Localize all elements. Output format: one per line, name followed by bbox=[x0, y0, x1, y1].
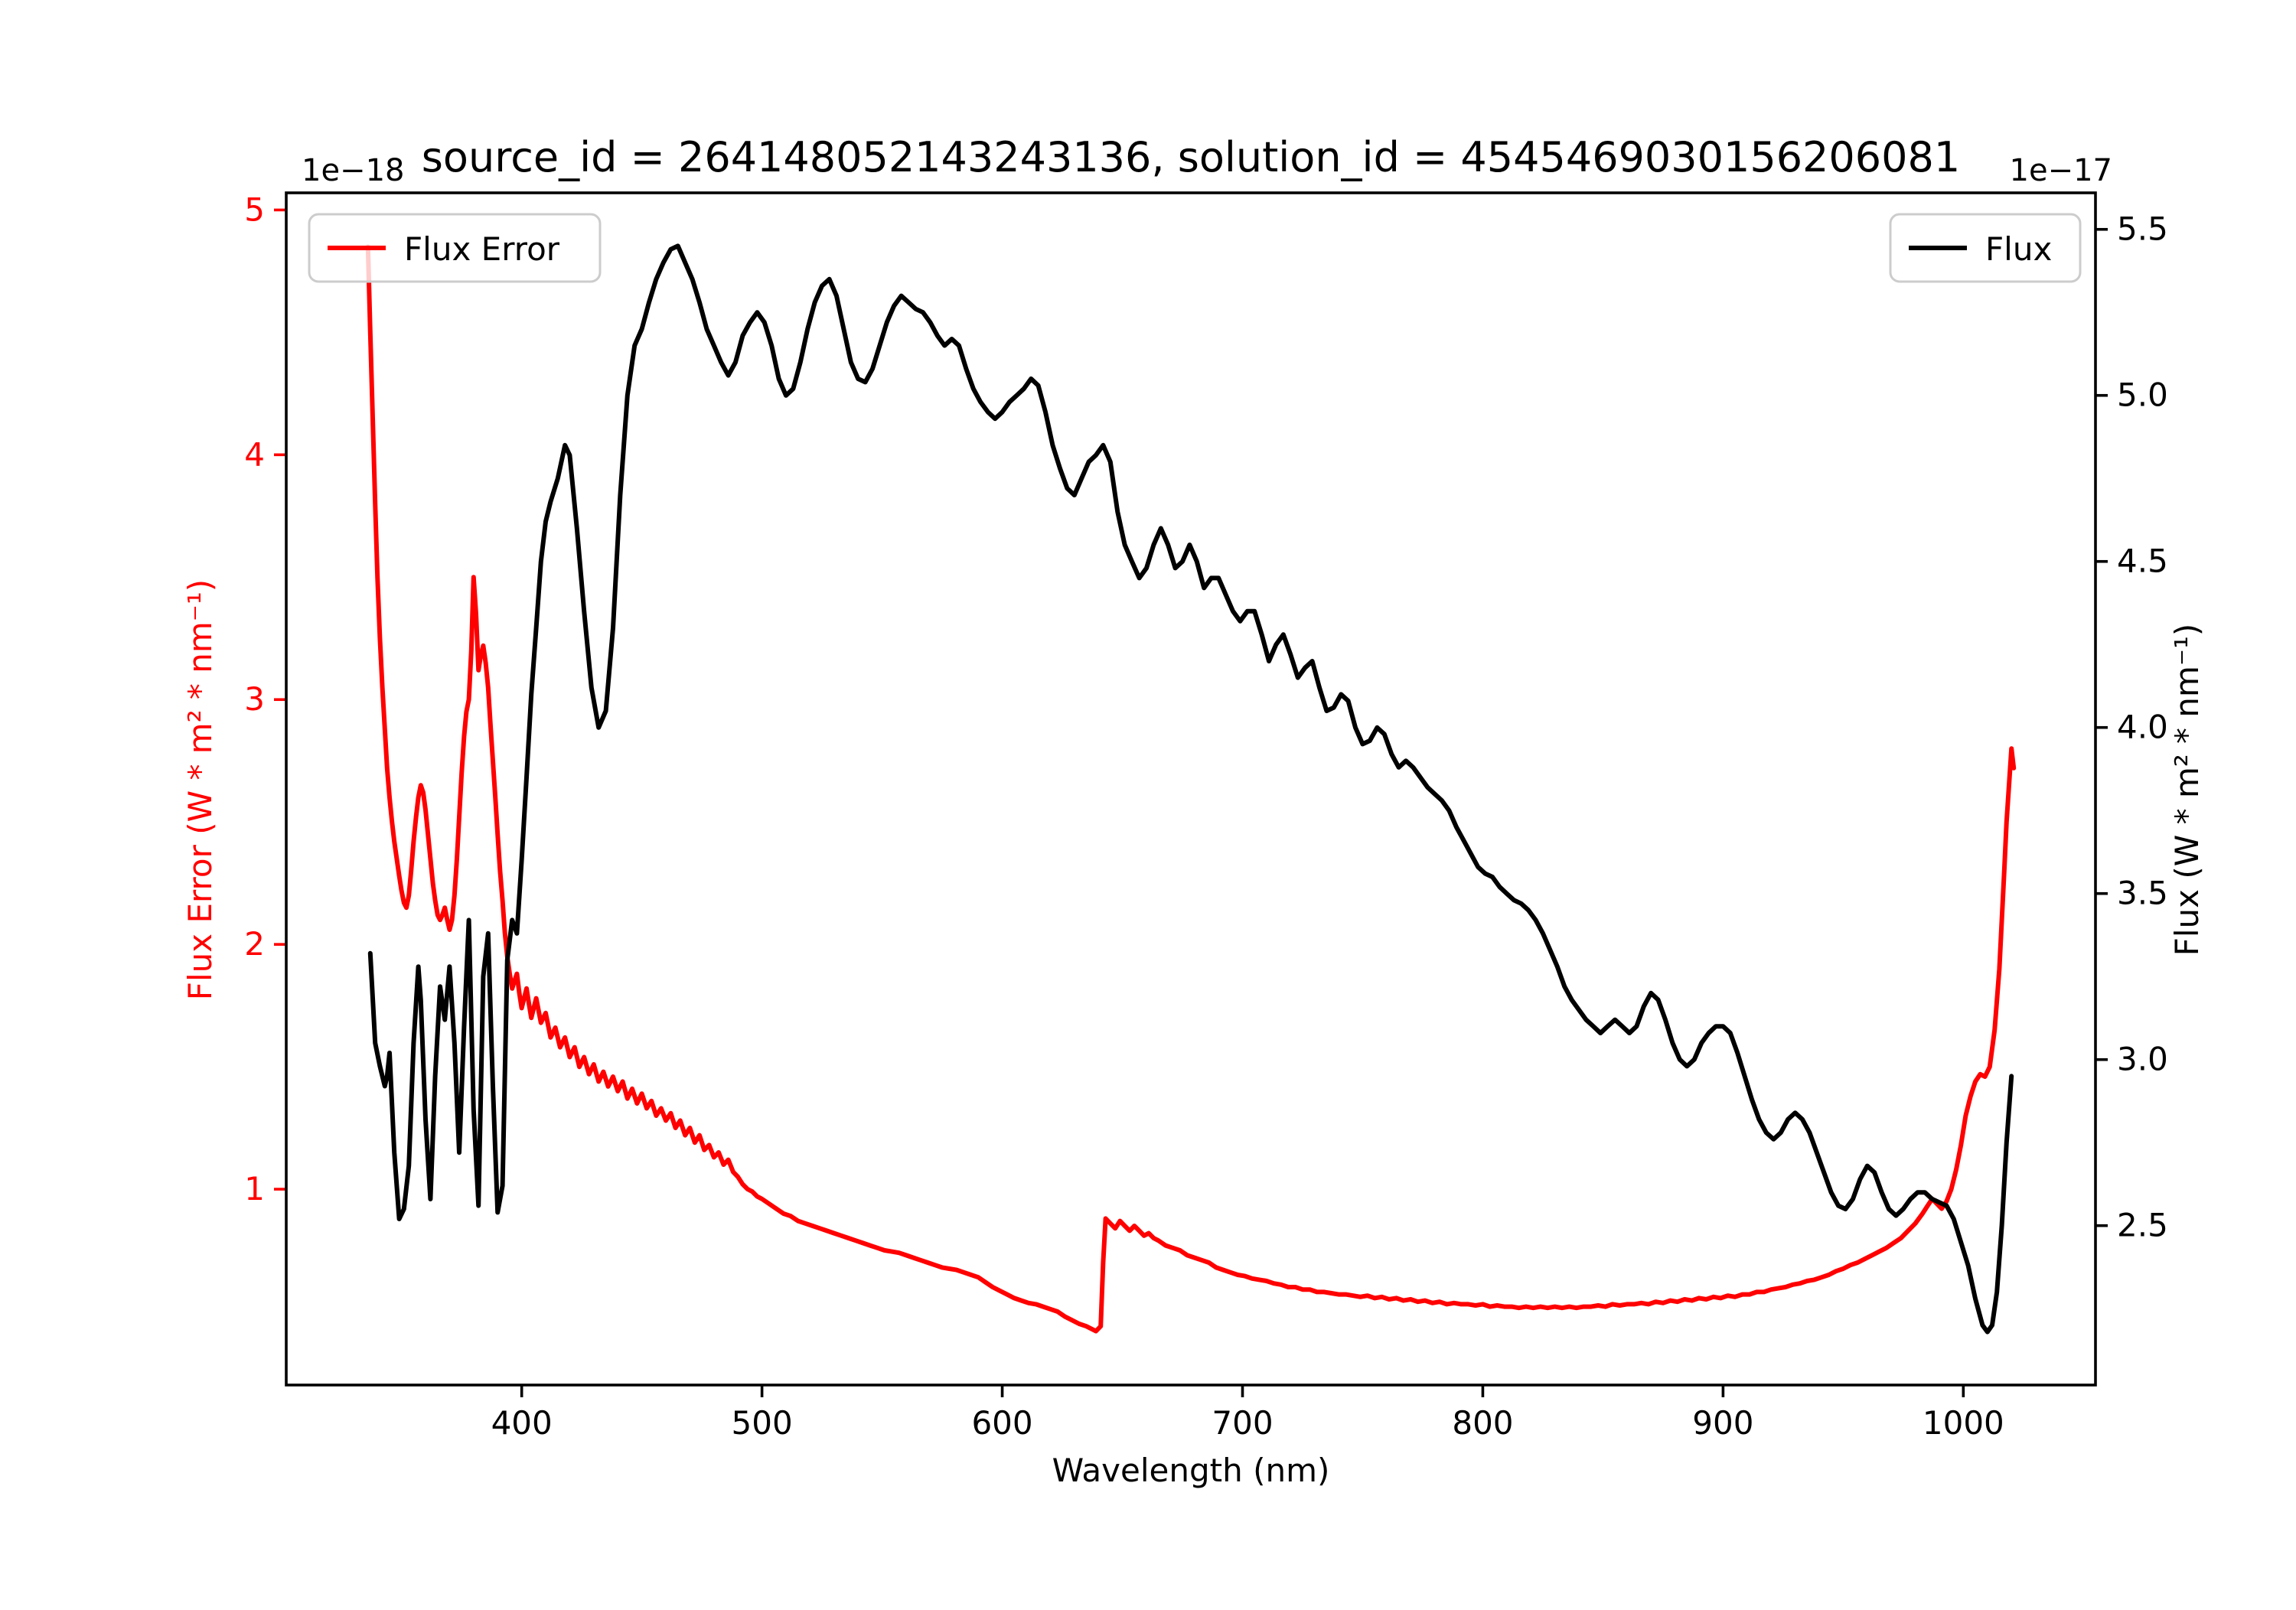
x-tick-label: 800 bbox=[1452, 1404, 1513, 1442]
left-y-tick-label: 1 bbox=[244, 1170, 265, 1208]
legend-flux-box bbox=[1889, 213, 2082, 283]
legend-flux-error-label: Flux Error bbox=[404, 230, 560, 268]
x-tick-label: 400 bbox=[491, 1404, 553, 1442]
flux-line bbox=[367, 243, 2014, 1335]
right-axis-label: Flux (W * m² * nm⁻¹) bbox=[2168, 624, 2206, 957]
axes-frame bbox=[285, 191, 2097, 1387]
legend-flux-error: Flux Error bbox=[308, 213, 602, 283]
legend-flux-error-box bbox=[308, 213, 602, 283]
x-tick-label: 700 bbox=[1212, 1404, 1273, 1442]
left-axis-offset-text: 1e−18 bbox=[302, 153, 404, 188]
left-axis-label: Flux Error (W * m² * nm⁻¹) bbox=[181, 579, 219, 1000]
left-y-tick-label: 5 bbox=[244, 191, 265, 228]
right-y-tick-label: 3.5 bbox=[2117, 875, 2168, 912]
x-tick-label: 900 bbox=[1692, 1404, 1753, 1442]
right-y-tick-label: 3.0 bbox=[2117, 1041, 2168, 1078]
right-y-tick-label: 4.0 bbox=[2117, 709, 2168, 746]
x-tick-label: 600 bbox=[971, 1404, 1032, 1442]
legend-flux: Flux bbox=[1889, 213, 2082, 283]
right-y-tick-label: 2.5 bbox=[2117, 1207, 2168, 1244]
legend-flux-label: Flux bbox=[1985, 230, 2052, 268]
flux-error-line bbox=[365, 244, 2017, 1334]
left-y-tick-label: 2 bbox=[244, 925, 265, 963]
plot-layer: 400 500 600 700 800 900 1000 1 2 3 4 5 2.5 3.0 3.5 4.0 4… bbox=[244, 191, 2168, 1442]
right-y-tick-label: 5.5 bbox=[2117, 210, 2168, 248]
x-tick-label: 500 bbox=[732, 1404, 793, 1442]
right-y-tick-label: 5.0 bbox=[2117, 376, 2168, 414]
right-y-tick-label: 4.5 bbox=[2117, 543, 2168, 580]
x-axis-label: Wavelength (nm) bbox=[1052, 1452, 1330, 1489]
left-y-tick-label: 4 bbox=[244, 435, 265, 473]
right-axis-offset-text: 1e−17 bbox=[2010, 153, 2112, 188]
x-tick-label: 1000 bbox=[1923, 1404, 2004, 1442]
left-y-tick-label: 3 bbox=[244, 680, 265, 718]
chart-title: source_id = 264148052143243136, solution… bbox=[422, 133, 1960, 181]
